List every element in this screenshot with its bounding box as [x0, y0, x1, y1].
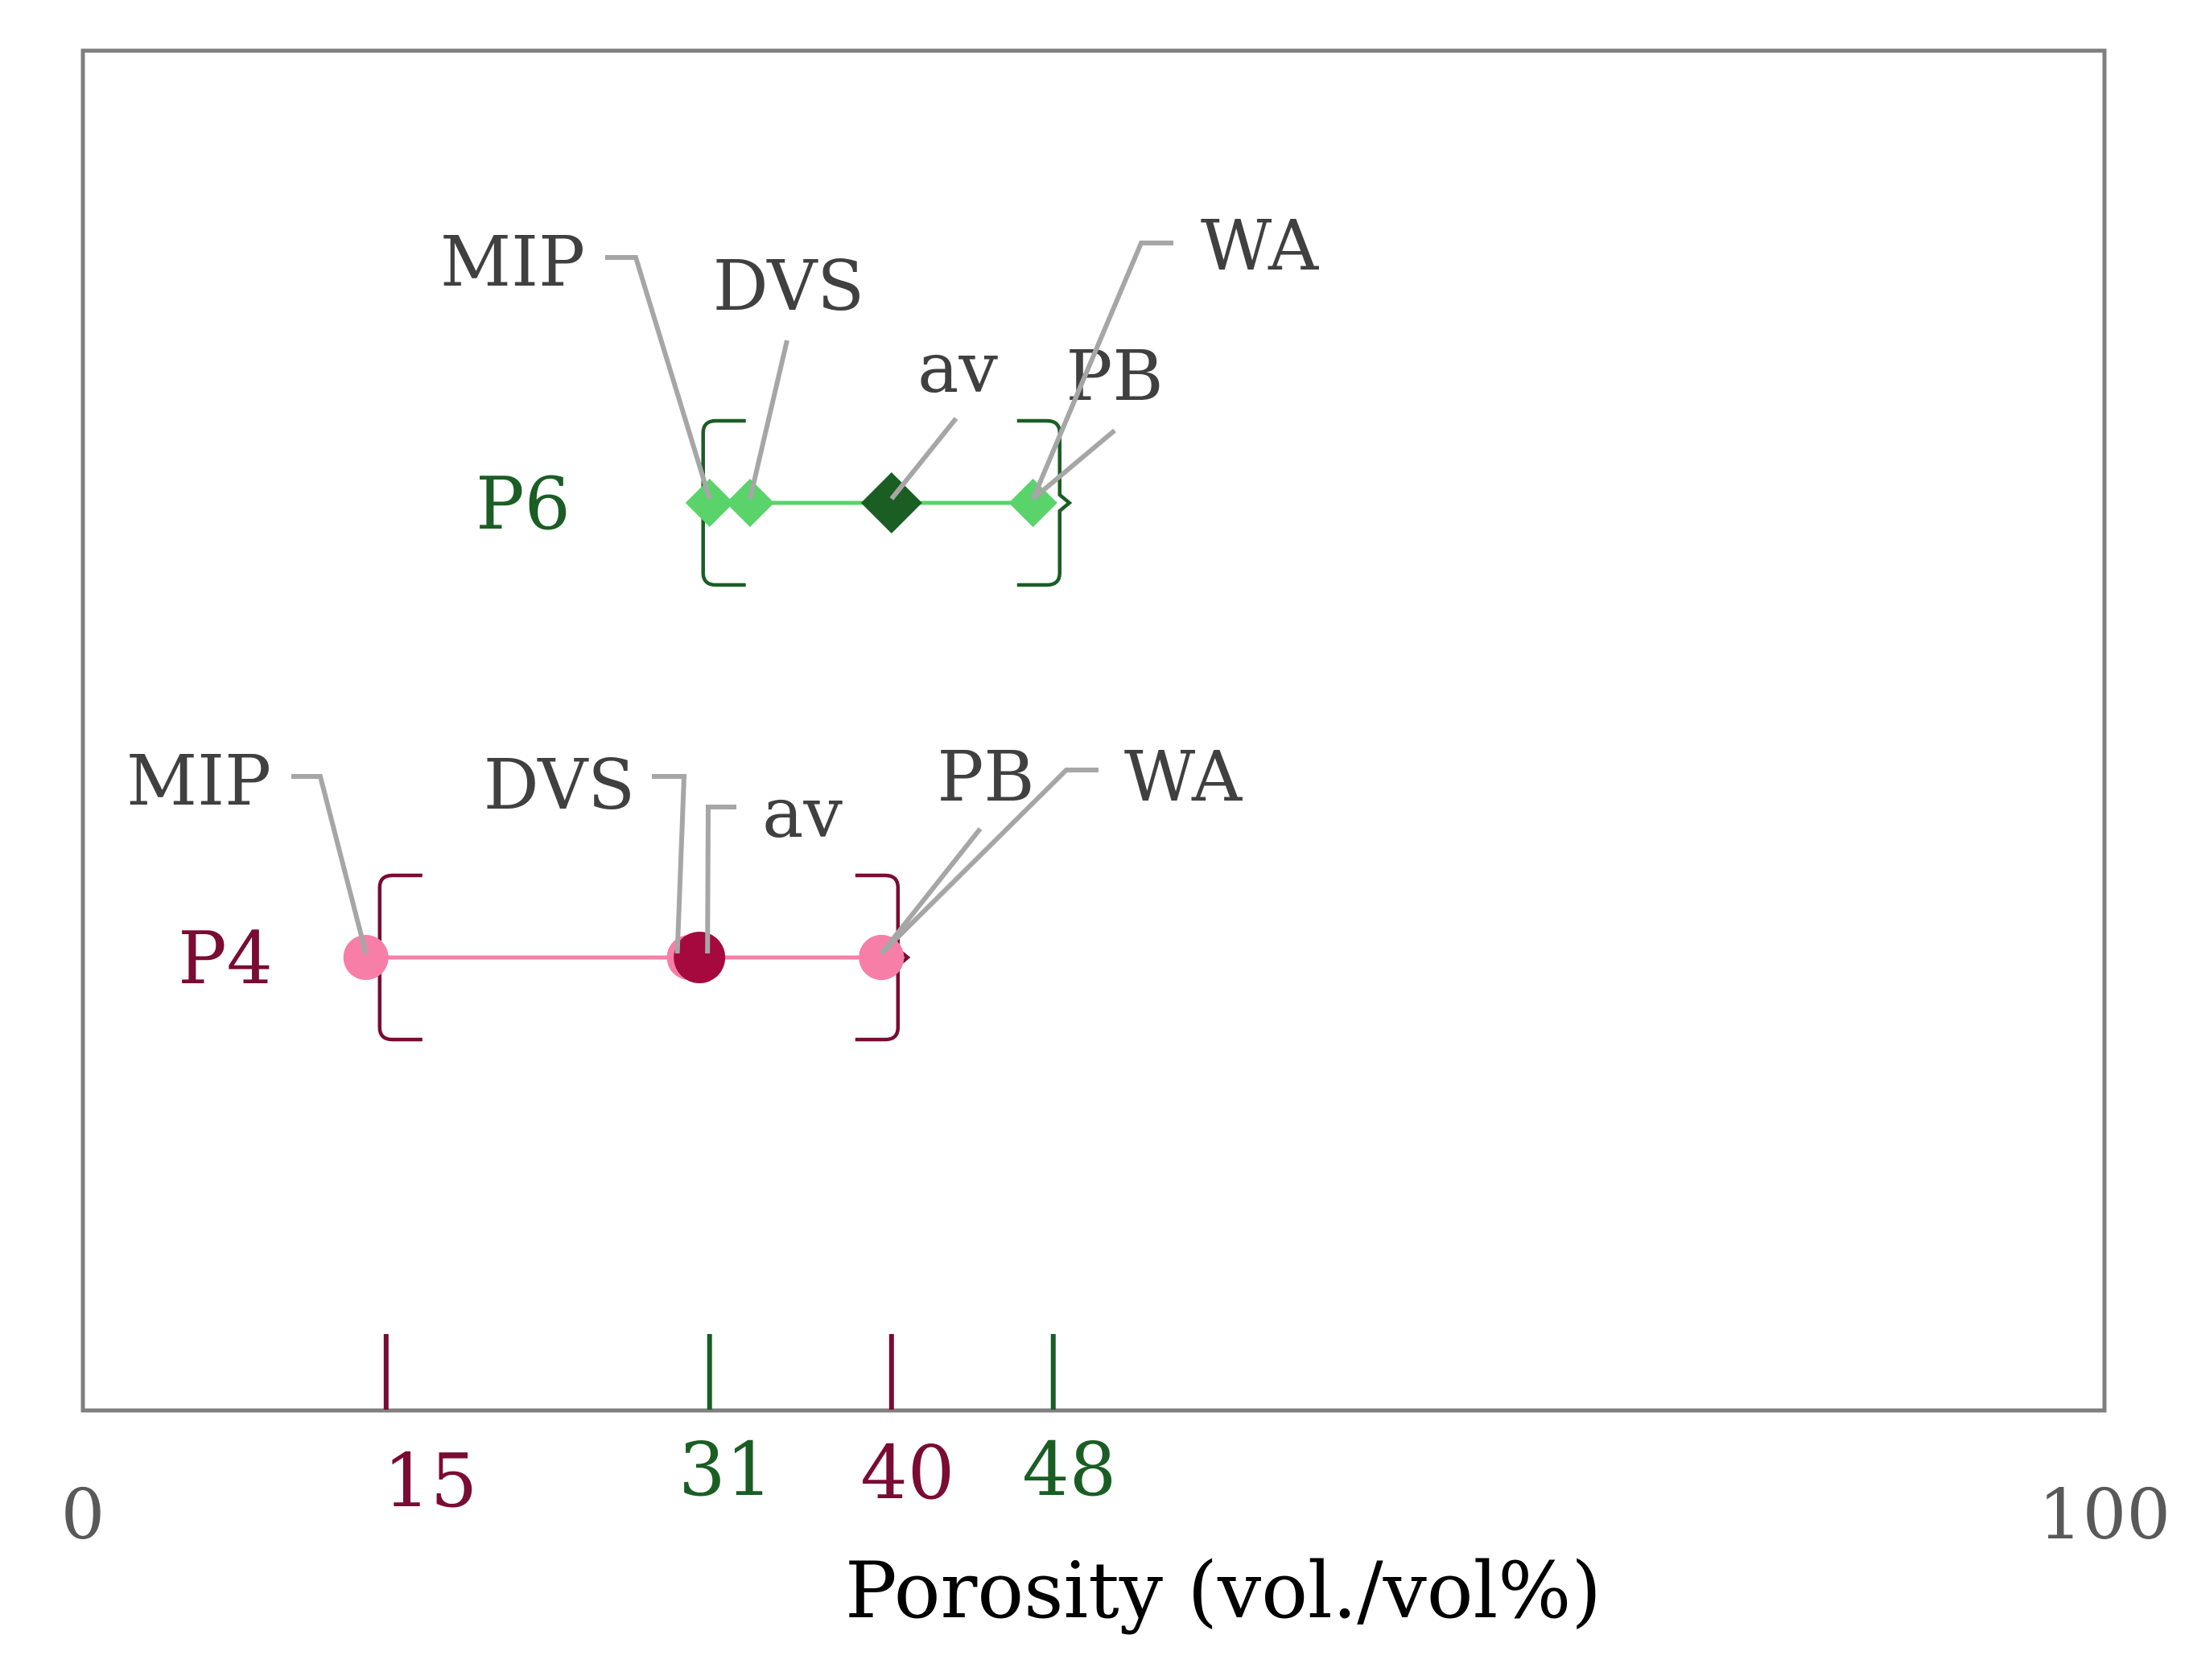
method-label-p4-wa: WA	[1124, 737, 1243, 817]
range-tick-label-p4-max: 40	[860, 1430, 954, 1516]
leader-line-p4-mip	[291, 774, 369, 954]
x-tick-label-max: 100	[2038, 1475, 2170, 1555]
range-tick-label-p6-min: 31	[678, 1427, 773, 1513]
range-tick-label-p6-max: 48	[1022, 1427, 1116, 1513]
method-label-p4-mip: MIP	[126, 741, 271, 821]
plot-frame	[80, 48, 2107, 1413]
leader-line-p6-dvs	[748, 340, 789, 500]
leader-line-p6-wa	[1030, 241, 1173, 500]
chart-marks: 0 100 P6 MIP DVS av PB WA 31 48 P4 MIP DVS av PB WA 15 40	[61, 206, 2170, 1555]
method-label-p6-pb: PB	[1066, 336, 1163, 417]
marker-p4-mip	[343, 935, 389, 980]
marker-p6-dvs	[725, 479, 774, 527]
method-label-p4-av: av	[762, 773, 843, 854]
method-label-p6-wa: WA	[1201, 206, 1319, 286]
leader-line-p4-pb	[879, 827, 983, 955]
marker-p4-wa	[859, 935, 905, 980]
method-label-p6-dvs: DVS	[713, 246, 864, 327]
method-label-p4-dvs: DVS	[484, 745, 635, 826]
marker-p6-mip	[685, 479, 734, 527]
leader-line-p6-pb	[1031, 428, 1116, 501]
leader-line-p4-dvs	[652, 774, 687, 954]
series-label-p4: P4	[178, 916, 273, 1001]
marker-p4-av	[674, 932, 726, 983]
x-tick-label-min: 0	[61, 1475, 105, 1555]
method-label-p6-mip: MIP	[440, 222, 585, 303]
leader-line-p4-wa	[880, 768, 1099, 956]
range-tick-label-p4-min: 15	[383, 1438, 477, 1524]
method-label-p6-av: av	[917, 328, 998, 409]
x-axis-label: Porosity (vol./vol%)	[845, 1546, 1601, 1636]
method-label-p4-pb: PB	[937, 737, 1034, 817]
marker-p6-av	[860, 472, 922, 533]
leader-line-p6-av	[889, 417, 958, 500]
series-label-p6: P6	[476, 462, 571, 546]
leader-line-p6-mip	[605, 255, 712, 500]
range-bracket-right-p6	[1016, 418, 1073, 587]
leader-line-p4-av	[705, 805, 736, 954]
range-bracket-right-p4	[855, 873, 911, 1042]
